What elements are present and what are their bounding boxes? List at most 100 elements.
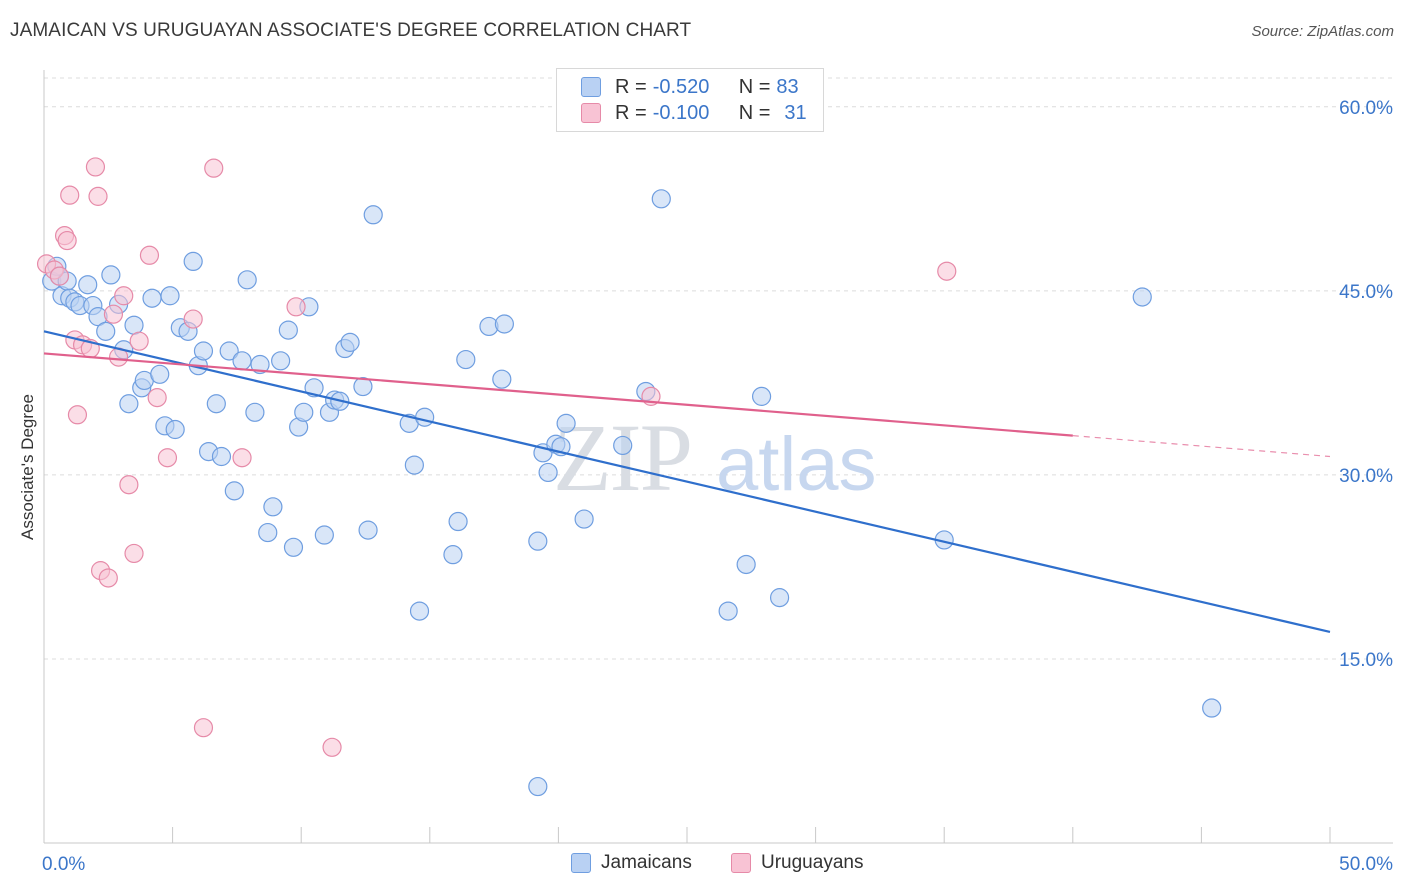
y-tick-label: 15.0% <box>1339 650 1393 671</box>
legend-r-label: R = <box>615 75 647 98</box>
watermark: ZIP atlas <box>553 404 877 511</box>
jamaican-point <box>160 286 180 306</box>
watermark-atlas: atlas <box>716 422 877 507</box>
jamaican-point <box>224 481 244 501</box>
jamaican-point <box>358 520 378 540</box>
x-tick-label: 50.0% <box>1339 854 1393 875</box>
legend-r-label: R = <box>615 101 647 124</box>
jamaican-point <box>206 394 226 414</box>
jamaican-point <box>363 205 383 225</box>
uruguayan-point <box>119 475 139 495</box>
jamaican-point <box>528 776 548 797</box>
jamaican-point <box>250 354 270 375</box>
jamaican-point <box>353 376 373 397</box>
uruguayan-point <box>193 718 214 738</box>
jamaican-point <box>165 419 185 440</box>
jamaican-point <box>404 455 424 475</box>
legend-row-jamaicans: R = -0.520 N = 83 <box>581 74 799 100</box>
legend-n-label: N = <box>738 101 771 124</box>
jamaican-point <box>232 351 252 371</box>
source-label: Source: ZipAtlas.com <box>1251 23 1394 40</box>
jamaican-point <box>237 270 257 290</box>
legend-n-value: 83 <box>776 75 799 98</box>
uruguayan-point <box>103 304 124 324</box>
bottom-legend-uruguayans: Uruguayans <box>731 852 863 874</box>
jamaican-point <box>263 497 283 517</box>
tick-labels: 15.0% 30.0% 45.0% 60.0% 0.0% 50.0% <box>42 98 1393 875</box>
y-tick-label: 45.0% <box>1339 282 1393 303</box>
jamaican-point <box>245 402 265 422</box>
legend-r-value: -0.520 <box>652 75 710 98</box>
jamaican-point <box>183 251 203 272</box>
uruguayan-point <box>67 405 88 425</box>
uruguayan-point <box>57 230 77 251</box>
trend-layer <box>43 330 1331 634</box>
uruguayan-point <box>147 388 167 408</box>
jamaican-point <box>258 522 278 543</box>
jamaican-point <box>278 320 298 340</box>
uruguayan-point <box>60 185 80 205</box>
jamaican-point <box>751 386 772 406</box>
bottom-legend-jamaicans: Jamaicans <box>571 852 692 874</box>
jamaican-point <box>409 601 430 621</box>
uruguayan-point <box>88 186 108 206</box>
jamaican-point <box>340 332 360 352</box>
uruguayan-point <box>204 158 224 178</box>
uruguayan-point <box>183 309 203 329</box>
y-tick-label: 30.0% <box>1339 466 1393 487</box>
jamaican-point <box>538 462 558 483</box>
jamaican-point <box>448 511 468 532</box>
uruguayan-point <box>124 543 144 564</box>
uruguayan-point <box>157 448 178 468</box>
jamaican-point <box>78 275 98 295</box>
jamaican-point <box>119 394 139 414</box>
jamaican-point <box>96 321 116 341</box>
legend-swatch-pink <box>581 103 601 123</box>
uruguayan-point <box>232 448 252 468</box>
uruguayan-point <box>114 286 134 306</box>
jamaican-point <box>494 314 514 334</box>
jamaican-point <box>294 402 314 422</box>
jamaican-point <box>283 537 304 557</box>
jamaican-point <box>101 265 121 285</box>
bottom-legend-swatch-pink <box>731 853 751 873</box>
jamaican-point <box>193 341 214 361</box>
bottom-legend: Jamaicans Uruguayans <box>0 852 1406 878</box>
legend: R = -0.520 N = 83 R = -0.100 N = 31 <box>556 68 824 132</box>
jamaican-point <box>443 545 463 565</box>
jamaican-point <box>456 349 476 370</box>
chart-title: JAMAICAN VS URUGUAYAN ASSOCIATE'S DEGREE… <box>10 20 692 41</box>
y-axis-label: Associate's Degree <box>18 394 37 540</box>
jamaican-point <box>492 369 512 389</box>
watermark-zip: ZIP <box>553 404 691 511</box>
points-layer <box>36 157 1222 797</box>
jamaican-point <box>219 341 239 361</box>
jamaican-point <box>124 315 144 335</box>
jamaican-point <box>718 601 738 621</box>
jamaican-point <box>556 413 576 433</box>
uruguayan-point <box>937 261 957 281</box>
jamaican-point <box>150 364 170 384</box>
uruguayan-point <box>139 245 160 265</box>
jamaican-point <box>651 189 671 209</box>
uruguayan-point <box>98 568 118 588</box>
axes-layer <box>43 70 1393 844</box>
jamaican-point <box>142 288 162 308</box>
jamaican-trend-line <box>43 330 1331 634</box>
uruguayan-point <box>49 266 70 286</box>
jamaican-point <box>1132 287 1152 307</box>
jamaican-point <box>1202 698 1222 718</box>
jamaican-point <box>211 446 232 467</box>
legend-row-uruguayans: R = -0.100 N = 31 <box>581 100 807 126</box>
uruguayan-trend-line <box>43 352 1073 437</box>
jamaican-point <box>314 525 334 545</box>
jamaican-point <box>769 588 790 608</box>
uruguayan-trend-extension <box>1072 435 1331 458</box>
bottom-legend-label: Jamaicans <box>601 852 692 873</box>
legend-r-value: -0.100 <box>652 101 710 124</box>
uruguayan-point <box>129 331 149 351</box>
jamaican-point <box>613 435 633 456</box>
jamaican-point <box>528 531 548 551</box>
uruguayan-point <box>85 157 106 177</box>
